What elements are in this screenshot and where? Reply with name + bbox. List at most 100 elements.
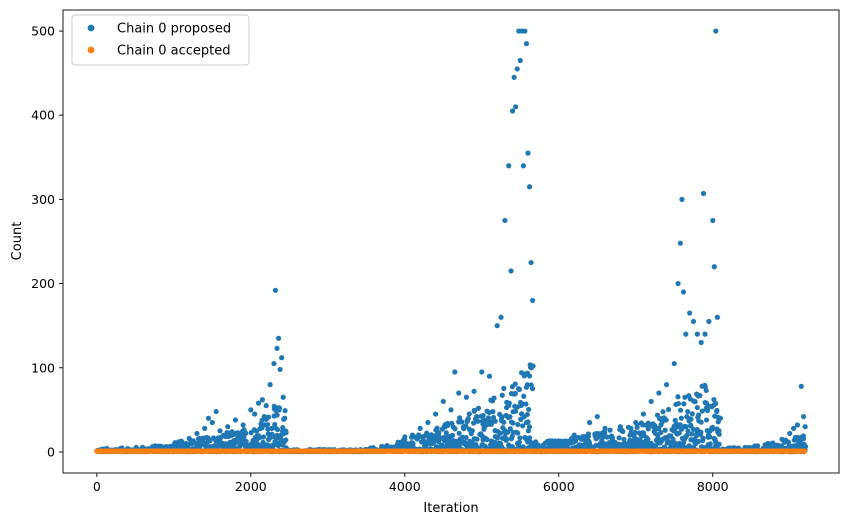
proposed-point <box>533 439 539 445</box>
proposed-point <box>514 66 520 72</box>
proposed-point <box>263 403 269 409</box>
proposed-point <box>440 398 446 405</box>
proposed-point <box>798 383 804 389</box>
proposed-point <box>481 426 487 432</box>
proposed-point <box>416 432 422 438</box>
proposed-point <box>688 416 694 422</box>
proposed-point <box>714 314 720 320</box>
proposed-point <box>616 435 622 441</box>
proposed-point <box>716 428 722 434</box>
proposed-point <box>171 442 177 448</box>
proposed-point <box>703 417 710 423</box>
proposed-point <box>790 425 797 431</box>
proposed-point <box>274 426 281 433</box>
proposed-point <box>509 108 516 114</box>
x-tick-label: 2000 <box>235 479 267 494</box>
x-tick-label: 8000 <box>697 479 729 494</box>
proposed-point <box>520 163 526 169</box>
proposed-point <box>155 443 162 449</box>
proposed-point <box>697 431 704 437</box>
proposed-point <box>432 436 438 442</box>
proposed-point <box>794 422 801 428</box>
proposed-point <box>689 431 695 437</box>
proposed-point <box>515 421 521 428</box>
proposed-point <box>523 401 529 407</box>
proposed-point <box>421 438 427 444</box>
proposed-point <box>255 400 262 406</box>
proposed-point <box>213 408 219 415</box>
proposed-point <box>586 419 593 426</box>
proposed-point <box>711 396 717 403</box>
proposed-point <box>475 405 482 411</box>
proposed-point <box>517 435 523 441</box>
proposed-point <box>434 425 440 431</box>
proposed-point <box>520 423 526 429</box>
proposed-point <box>491 395 497 401</box>
proposed-point <box>525 428 531 434</box>
proposed-point <box>471 408 477 414</box>
proposed-point <box>692 399 698 405</box>
y-tick-label: 200 <box>31 276 55 291</box>
proposed-point <box>526 406 532 413</box>
proposed-point <box>283 430 289 436</box>
proposed-point <box>556 440 562 447</box>
proposed-point <box>628 429 634 435</box>
proposed-point <box>682 394 688 400</box>
proposed-point <box>678 415 684 421</box>
proposed-point <box>640 411 647 417</box>
proposed-point <box>443 430 449 436</box>
proposed-point <box>697 393 703 399</box>
proposed-point <box>459 419 465 425</box>
proposed-point <box>526 424 533 430</box>
proposed-point <box>501 385 507 391</box>
proposed-point <box>463 435 469 441</box>
proposed-point <box>645 426 651 432</box>
proposed-point <box>402 434 408 440</box>
accepted-series <box>94 448 808 454</box>
proposed-point <box>695 438 702 445</box>
proposed-point <box>452 369 458 375</box>
proposed-point <box>484 436 490 443</box>
proposed-point <box>277 366 283 373</box>
proposed-point <box>526 184 533 190</box>
y-tick-label: 500 <box>31 24 55 39</box>
proposed-point <box>675 280 681 287</box>
proposed-point <box>274 412 280 418</box>
proposed-point <box>710 217 716 224</box>
proposed-point <box>486 373 493 379</box>
proposed-point <box>475 418 481 424</box>
proposed-point <box>269 431 275 437</box>
proposed-point <box>259 397 265 403</box>
proposed-point <box>716 441 722 447</box>
proposed-point <box>694 331 700 337</box>
proposed-point <box>190 438 196 444</box>
proposed-point <box>506 400 512 406</box>
proposed-point <box>470 420 477 426</box>
proposed-point <box>699 408 705 414</box>
proposed-point <box>645 436 651 443</box>
proposed-point <box>702 331 708 337</box>
proposed-point <box>683 424 689 430</box>
proposed-point <box>671 360 677 367</box>
legend-marker-accepted <box>87 46 95 54</box>
proposed-point <box>656 390 662 396</box>
proposed-point <box>659 419 665 425</box>
proposed-point <box>512 381 518 387</box>
proposed-point <box>274 345 280 352</box>
proposed-point <box>540 442 546 448</box>
proposed-point <box>516 386 523 393</box>
proposed-point <box>194 430 200 437</box>
proposed-point <box>714 407 720 414</box>
proposed-point <box>679 196 685 203</box>
proposed-point <box>604 434 610 440</box>
proposed-point <box>787 430 793 437</box>
proposed-point <box>662 427 668 433</box>
proposed-point <box>698 419 704 425</box>
proposed-point <box>675 400 682 407</box>
proposed-point <box>527 435 533 441</box>
proposed-point <box>677 422 683 428</box>
proposed-point <box>676 430 682 436</box>
proposed-point <box>497 430 504 436</box>
proposed-point <box>617 424 623 430</box>
proposed-point <box>571 432 577 438</box>
